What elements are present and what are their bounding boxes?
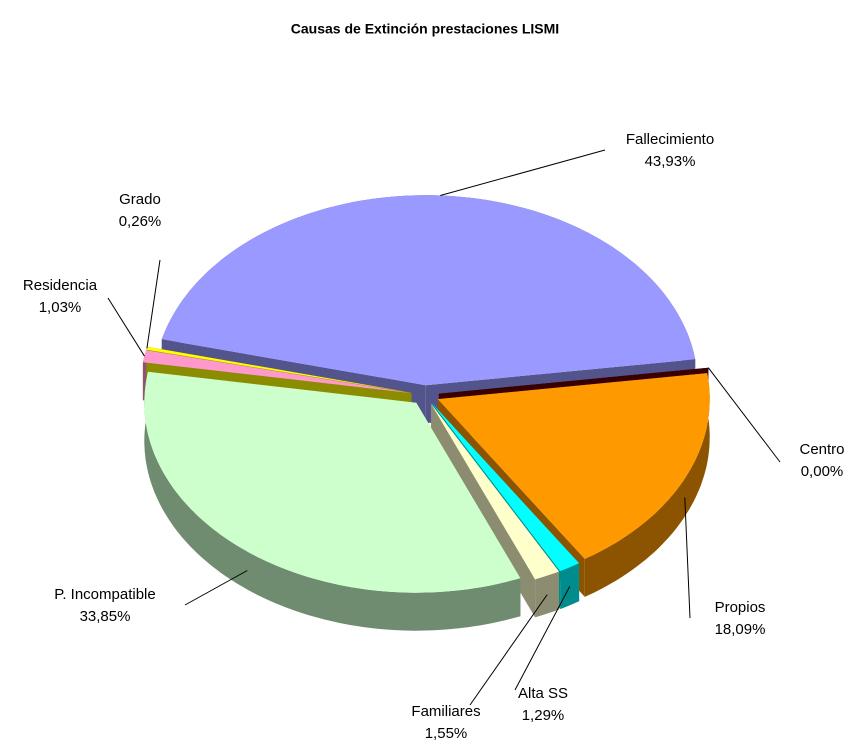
leader-line — [440, 149, 606, 196]
pie-slice — [438, 367, 709, 394]
slice-label: Alta SS — [518, 685, 568, 702]
chart-title: Causas de Extinción prestaciones LISMI — [291, 21, 559, 37]
pie-slice — [146, 346, 412, 393]
leader-line — [514, 586, 571, 691]
leader-line — [146, 259, 161, 349]
slice-label: Residencia — [23, 277, 98, 294]
pie-slice — [142, 350, 412, 394]
slice-side — [584, 373, 710, 597]
slice-value-label: 0,00% — [801, 463, 844, 480]
slice-value-label: 18,09% — [715, 621, 766, 638]
slice-side — [535, 571, 559, 618]
slice-label: P. Incompatible — [54, 586, 155, 603]
slice-side — [144, 371, 521, 631]
slice-label: Propios — [715, 599, 766, 616]
pie-slice — [437, 373, 710, 559]
slice-value-label: 33,85% — [80, 608, 131, 625]
slice-value-label: 1,55% — [425, 725, 468, 742]
slice-label: Fallecimiento — [626, 131, 714, 148]
leader-line — [469, 594, 548, 706]
leader-line — [107, 297, 145, 357]
slice-value-label: 1,03% — [39, 299, 82, 316]
pie-slice — [432, 403, 580, 572]
slice-value-label: 43,93% — [645, 153, 696, 170]
pie-slice — [161, 195, 696, 386]
leader-line — [184, 570, 248, 606]
slice-value-label: 0,26% — [119, 213, 162, 230]
slice-label: Centro — [799, 441, 844, 458]
pie-slice — [431, 403, 559, 580]
pie-slice — [144, 371, 521, 593]
slice-value-label: 1,29% — [522, 707, 565, 724]
slice-label: Familiares — [411, 703, 480, 720]
leader-line — [684, 497, 691, 619]
slice-label: Grado — [119, 191, 161, 208]
leader-line — [707, 367, 781, 463]
